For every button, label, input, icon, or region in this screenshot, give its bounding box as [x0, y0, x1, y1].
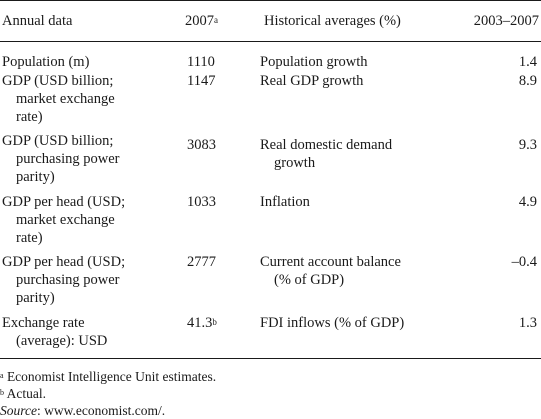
hist-label: FDI inflows (% of GDP) [260, 315, 405, 331]
hist-value: –0.4 [511, 254, 537, 270]
hist-value: 1.3 [518, 315, 537, 331]
footnote-a: a Economist Intelligence Unit estimates. [0, 369, 217, 384]
hist-label: Inflation [260, 194, 310, 210]
hist-label: Real GDP growth [260, 73, 364, 89]
row-value: 1033 [187, 194, 216, 210]
header-year-note: a [214, 15, 218, 25]
row-label: GDP (USD billion; purchasing power parit… [2, 133, 120, 185]
row-value: 1147 [187, 73, 216, 89]
row-label: GDP (USD billion; market exchange rate) [2, 73, 115, 125]
hist-label: Current account balance (% of GDP) [260, 254, 401, 288]
row-label: GDP per head (USD; purchasing power pari… [2, 254, 126, 306]
value-note: b [212, 317, 217, 327]
footnote-b: b Actual. [0, 386, 46, 401]
header-historical-averages: Historical averages (%) [264, 13, 401, 29]
hist-value: 4.9 [518, 194, 537, 210]
footnotes: a Economist Intelligence Unit estimates.… [0, 368, 216, 419]
row-value: 41.3b [187, 315, 217, 331]
header-annual-data: Annual data [2, 13, 73, 29]
row-value: 2777 [187, 254, 216, 270]
hist-label: Population growth [260, 54, 368, 70]
row-value: 3083 [187, 137, 216, 153]
hist-value: 1.4 [518, 54, 537, 70]
row-value: 1110 [187, 54, 215, 70]
row-label: Population (m) [2, 54, 90, 70]
header-year: 2007a [185, 13, 218, 29]
header-rule [0, 41, 541, 42]
source-note: Source: www.economist.com/. [0, 403, 166, 418]
header-range: 2003–2007 [473, 13, 539, 29]
row-label: Exchange rate (average): USD [2, 315, 108, 349]
hist-label: Real domestic demand growth [260, 137, 393, 171]
hist-value: 9.3 [518, 137, 537, 153]
table-top-rule [0, 0, 541, 1]
hist-value: 8.9 [518, 73, 537, 89]
table-bottom-rule [0, 358, 541, 359]
row-label: GDP per head (USD; market exchange rate) [2, 194, 126, 246]
